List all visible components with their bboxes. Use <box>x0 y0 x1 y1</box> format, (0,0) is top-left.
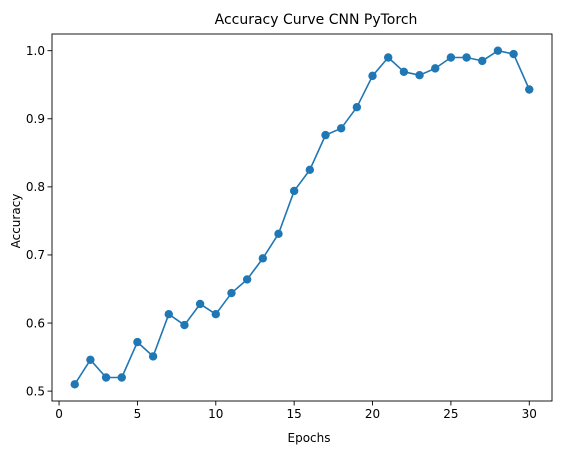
y-tick-label: 0.6 <box>26 316 45 330</box>
x-tick-label: 10 <box>208 407 223 421</box>
x-tick-label: 30 <box>522 407 537 421</box>
data-point <box>493 46 503 55</box>
data-point <box>148 352 158 361</box>
data-point <box>242 275 252 284</box>
data-point <box>195 299 205 309</box>
x-axis: 0 5 10 15 20 25 30 <box>55 401 537 421</box>
data-point <box>478 56 487 66</box>
data-point <box>446 53 456 62</box>
y-axis-label: Accuracy <box>9 194 23 249</box>
x-axis-label: Epochs <box>288 431 331 445</box>
data-point <box>180 320 189 330</box>
data-point <box>336 124 346 133</box>
data-point <box>399 67 409 76</box>
data-point <box>368 71 377 81</box>
x-tick-label: 20 <box>365 407 380 421</box>
data-point <box>352 103 362 112</box>
data-point <box>86 355 95 365</box>
data-point <box>321 130 330 140</box>
x-tick-label: 25 <box>443 407 458 421</box>
data-point <box>289 186 299 196</box>
data-point <box>305 165 315 175</box>
y-tick-label: 1.0 <box>26 44 45 58</box>
data-point <box>101 373 111 382</box>
x-tick-label: 0 <box>55 407 63 421</box>
data-point <box>227 288 236 298</box>
data-point <box>211 309 220 319</box>
data-point <box>509 49 518 59</box>
plot-frame <box>51 33 553 402</box>
y-tick-label: 0.5 <box>26 384 45 398</box>
y-tick-label: 0.7 <box>26 248 45 262</box>
chart-title: Accuracy Curve CNN PyTorch <box>215 12 418 28</box>
data-point <box>384 53 393 62</box>
x-tick-label: 5 <box>134 407 142 421</box>
plot-area <box>70 46 534 389</box>
data-point <box>258 254 268 263</box>
y-tick-label: 0.9 <box>26 112 45 126</box>
data-point <box>431 64 440 73</box>
series-line <box>73 49 531 386</box>
data-point <box>274 229 283 239</box>
data-point <box>462 53 471 62</box>
data-point <box>70 380 79 389</box>
data-point <box>164 309 173 319</box>
data-point <box>117 373 126 382</box>
y-tick-label: 0.8 <box>26 180 45 194</box>
data-point <box>525 85 534 94</box>
x-tick-label: 15 <box>287 407 302 421</box>
data-point <box>415 70 424 80</box>
data-point <box>133 337 142 347</box>
y-axis: 0.5 0.6 0.7 0.8 0.9 1.0 <box>26 44 52 398</box>
